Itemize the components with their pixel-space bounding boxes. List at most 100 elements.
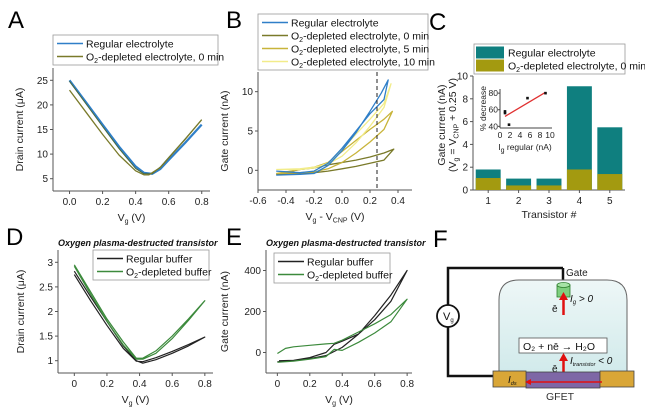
legend-a-box [52,34,219,66]
series-b-0 [276,79,389,176]
legend-c-swatch [476,46,504,59]
y-tick-label: 10 [37,150,49,161]
legend-b-entry: O2-depleted electrolyte, 5 min [291,44,429,58]
series-regular-forward [69,81,203,175]
chart-e-title: Oxygen plasma-destructed transistor [266,238,426,248]
y-axis-label-group: Gate current (nA) [436,84,448,165]
voltage-source [436,304,460,328]
x-axis-label-part: (V) [336,394,353,406]
inset-y-axis-label: % decrease [478,86,488,131]
x-axis-label-part: g [129,401,133,408]
legend-b-entry-part: 2 [299,37,303,44]
x-tick-label: 0 [72,379,78,390]
gate-electrode-top [556,282,571,288]
ids-arrow-head [525,379,531,385]
legend-b-entry-part: 2 [299,50,303,57]
reaction-text: O₂ + nē → H₂O [523,341,595,353]
ig-label-i: I [570,294,573,305]
x-axis-label-part: CNP [333,218,348,225]
legend-a-entry: Regular electrolyte [86,39,174,51]
panel-label-e: E [226,224,242,251]
inset-x-axis-label: Ig regular (nA) [498,142,552,155]
x-axis-label: Vg (V) [325,394,353,408]
x-tick-label: -0.4 [277,196,295,207]
x-axis-label-part: V [122,394,129,406]
bar-o2-depleted [566,169,592,190]
y-axis-label: Gate current (nA) [219,271,231,352]
inset-x-axis-label-part: regular (nA) [505,142,552,152]
y-axis-label-part: Drain current (μA) [15,270,27,354]
x-axis-label-part: (V) [129,212,146,224]
ig-label: Ig > 0 [570,294,594,306]
x-tick-label: 0 [275,379,281,390]
x-axis-label-part: - V [316,211,332,223]
gate-label: Gate [566,268,588,279]
x-axis-label-part: V [306,211,313,223]
x-tick-label: 0.8 [400,379,414,390]
x-axis-label: Vg - VCNP (V) [306,211,365,225]
chart-a: 0.0 0.2 0.4 0.6 0.8 5 10 15 20 25 Vg (V) Drain curr… [14,34,224,226]
inset-data-point [507,123,511,126]
x-axis-label: Vg (V) [118,212,146,226]
y-axis-label-part: Gate current (nA) [219,271,231,352]
y-axis-label2-part: CNP [454,123,461,138]
diagram-f: ē Ig > 0 Gate Vg O₂ + nē → H₂O ē Itransi… [436,266,635,403]
electron-label-bottom: ē [552,364,558,375]
legend-b-entry-part: O [291,57,299,69]
x-axis-label-part: (V) [133,394,150,406]
panel-label-a: A [8,7,24,34]
x-tick-label: 5 [607,196,613,207]
legend-b-entry-part: O [291,31,299,43]
series-o2-0min [68,89,203,176]
y-axis-label-group: Drain current (μA) [14,88,26,172]
ids-label: Ids [508,375,517,387]
legend-a-entry-part: O [86,52,94,64]
x-tick-label: 0.2 [303,379,317,390]
inset-data-point [503,110,507,113]
itransistor-label-sub: transistor [573,362,597,368]
x-tick-label: 0.6 [162,197,176,208]
chart-d: 0 0.2 0.4 0.6 0.8 1 1.5 2 2.5 3 Vg (V) Drain curren… [15,249,213,408]
y-tick-label: 5 [247,127,253,138]
inset-fit-line [504,91,546,117]
inset-x-tick-label: 2 [508,130,513,140]
y-axis-label2-part: (V [447,162,459,173]
ids-label-sub: ds [511,381,517,387]
legend-b-entry-part: 2 [299,63,303,70]
y-tick-label: 10 [457,72,469,83]
y-tick-label: 5 [42,174,48,185]
legend-b-entry-part: -depleted electrolyte, 5 min [303,44,429,56]
y-tick-label: 2.5 [39,282,53,293]
y-axis-label-part: Gate current (nA) [436,84,448,165]
series-o2-buffer [277,298,408,363]
x-axis-label-part: (V) [348,211,365,223]
x-tick-label: 0.0 [63,197,77,208]
x-axis-label-part: g [125,219,129,226]
inset-x-tick-label: 0 [498,130,503,140]
itransistor-label: Itransistor < 0 [570,356,613,368]
inset-x-tick-label: 6 [528,130,533,140]
x-axis-label: Transistor # [521,209,576,221]
ig-label-sub: g [573,300,577,306]
inset-y-tick-label: 40 [489,121,499,131]
x-tick-label: 0.4 [391,196,405,207]
drain-contact [599,370,635,388]
ig-arrow-head [559,292,568,300]
electrolyte-chamber [498,279,628,381]
x-tick-label: 4 [577,196,583,207]
x-tick-label: 0.4 [133,379,147,390]
panel-label-f: F [433,226,448,253]
chart-b: -0.6 -0.4 -0.2 0.0 0.2 0.4 0 5 10 Vg - VCNP (V) Ga… [219,13,435,225]
y-tick-label: 1 [47,356,53,367]
y-tick-label: 15 [37,125,49,136]
legend-c-entry-part: -depleted electrolyte, 0 min [520,61,645,73]
legend-d-entry-part: 2 [134,273,138,280]
legend-c-entry-part: O [508,61,516,73]
x-axis-label: Vg (V) [122,394,150,408]
y-tick-label: 10 [242,87,254,98]
x-tick-label: 3 [546,196,552,207]
reaction-box [518,337,608,354]
source-contact [492,370,527,388]
legend-b-entry: O2-depleted electrolyte, 0 min [291,31,429,45]
